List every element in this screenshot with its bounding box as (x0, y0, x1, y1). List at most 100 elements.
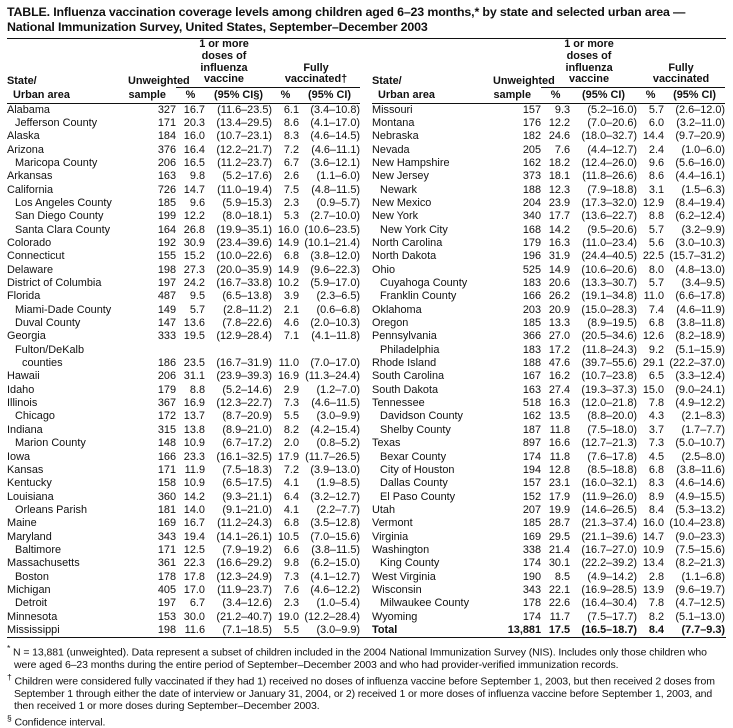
doses-pct-cell: 17.9 (548, 490, 571, 503)
doses-pct-cell: 15.2 (183, 250, 205, 263)
fully-pct-cell: 6.8 (648, 317, 665, 330)
vaccination-table: State/ Unweighted 1 or more doses of inf… (7, 38, 726, 639)
col-group-fully-vaccinated: Fully vaccinated (637, 39, 726, 88)
fully-pct-cell: 11.0 (278, 357, 300, 370)
footnote: † Children were considered fully vaccina… (7, 671, 726, 712)
fully-ci-cell: (1.9–8.5) (316, 477, 361, 490)
fully-ci-cell: (12.2–28.4) (304, 610, 361, 623)
doses-ci-cell: (16.1–32.5) (216, 450, 273, 463)
table-row: District of Columbia 197 24.2 (16.7–33.8… (7, 277, 360, 290)
state-or-area-cell: South Carolina (372, 370, 445, 383)
sample-cell: 196 (522, 250, 542, 263)
fully-pct-cell: 5.3 (283, 210, 300, 223)
table-row: Florida 487 9.5 (6.5–13.8) 3.9 (2.3–6.5) (7, 290, 360, 303)
doses-ci-cell: (11.2–24.3) (217, 517, 273, 530)
fully-pct-cell: 8.2 (648, 610, 665, 623)
fully-pct-cell: 3.9 (283, 290, 300, 303)
doses-pct-cell: 7.6 (554, 143, 571, 156)
doses-ci-cell: (7.8–22.6) (222, 317, 273, 330)
sample-cell: 163 (522, 383, 542, 396)
fully-pct-cell: 6.8 (283, 250, 300, 263)
sample-cell: 518 (522, 397, 542, 410)
state-or-area-cell: Philadelphia (380, 343, 440, 356)
fully-ci-cell: (3.2–9.9) (681, 223, 726, 236)
state-or-area-cell: Delaware (7, 263, 54, 276)
state-or-area-cell: Orleans Parish (15, 503, 88, 516)
state-or-area-cell: Kansas (7, 463, 44, 476)
doses-ci-cell: (2.8–11.2) (223, 303, 273, 316)
table-row: Rhode Island 188 47.6 (39.7–55.6) 29.1 (… (372, 357, 725, 370)
table-row: Maricopa County 206 16.5 (11.2–23.7) 6.7… (7, 157, 360, 170)
fully-ci-cell: (1.7–7.7) (681, 423, 726, 436)
fully-ci-cell: (1.0–6.0) (681, 143, 726, 156)
table-row: West Virginia 190 8.5 (4.9–14.2) 2.8 (1.… (372, 571, 725, 584)
state-or-area-cell: Rhode Island (372, 357, 437, 370)
fully-ci-cell: (4.6–14.5) (310, 130, 361, 143)
sample-cell: 487 (157, 290, 176, 303)
state-or-area-cell: Maricopa County (15, 156, 98, 169)
fully-pct-cell (272, 344, 299, 357)
fully-pct-cell: 16.9 (277, 370, 300, 383)
fully-ci-cell: (9.0–23.3) (675, 530, 726, 543)
doses-ci-cell: (22.2–39.2) (581, 557, 638, 570)
table-row: New York City 168 14.2 (9.5–20.6) 5.7 (3… (372, 224, 725, 237)
col-header-sample: sample (128, 87, 176, 104)
doses-ci-cell: (8.0–18.1) (222, 210, 273, 223)
doses-pct-cell: 26.8 (183, 223, 205, 236)
doses-ci-cell: (5.2–17.6) (222, 170, 273, 183)
sample-cell: 178 (522, 597, 542, 610)
sample-cell: 157 (522, 103, 542, 116)
table-row: Nevada 205 7.6 (4.4–12.7) 2.4 (1.0–6.0) (372, 144, 725, 157)
sample-cell: 338 (522, 543, 542, 556)
sample-cell: 152 (522, 490, 542, 503)
col-header-ci2: (95% CI) (664, 87, 726, 104)
doses-ci-cell: (12.7–21.3) (581, 437, 638, 450)
table-row: Jefferson County 171 20.3 (13.4–29.5) 8.… (7, 117, 360, 130)
state-or-area-cell: Baltimore (15, 543, 61, 556)
fully-ci-cell: (5.3–13.2) (675, 503, 726, 516)
doses-pct-cell: 24.6 (548, 130, 571, 143)
fully-pct-cell: 12.9 (642, 196, 665, 209)
table-row: Nebraska 182 24.6 (18.0–32.7) 14.4 (9.7–… (372, 130, 725, 143)
state-or-area-cell: Santa Clara County (15, 223, 111, 236)
fully-pct-cell: 13.4 (642, 557, 665, 570)
table-body-right: Missouri 157 9.3 (5.2–16.0) 5.7 (2.6–12.… (372, 103, 725, 637)
state-or-area-cell: Pennsylvania (372, 330, 437, 343)
state-or-area-cell: counties (22, 357, 63, 370)
fully-pct-cell: 6.5 (648, 370, 665, 383)
state-or-area-cell: Texas (372, 437, 401, 450)
sample-cell: 367 (157, 397, 176, 410)
state-or-area-cell: Utah (372, 503, 396, 516)
fully-ci-cell: (3.3–12.4) (675, 370, 726, 383)
col-header-pct1: % (541, 87, 571, 104)
sample-cell: 167 (522, 370, 542, 383)
fully-pct-cell: 10.2 (277, 277, 300, 290)
fully-ci-cell: (2.3–6.5) (316, 290, 361, 303)
state-or-area-cell: Connecticut (7, 250, 65, 263)
table-row: Oregon 185 13.3 (8.9–19.5) 6.8 (3.8–11.8… (372, 317, 725, 330)
table-row: Detroit 197 6.7 (3.4–12.6) 2.3 (1.0–5.4) (7, 597, 360, 610)
fully-ci-cell: (7.0–15.6) (310, 530, 361, 543)
doses-pct-cell: 16.3 (548, 397, 571, 410)
state-or-area-cell: Franklin County (380, 290, 457, 303)
doses-pct-cell: 31.1 (183, 370, 205, 383)
doses-ci-cell: (16.7–31.9) (216, 357, 273, 370)
doses-pct-cell: 9.5 (189, 290, 205, 303)
doses-ci-cell: (8.9–21.0) (222, 423, 273, 436)
sample-cell: 149 (157, 303, 176, 316)
fully-ci-cell: (6.6–17.8) (675, 290, 726, 303)
doses-ci-cell: (8.8–20.0) (587, 410, 638, 423)
fully-ci-cell (299, 344, 360, 357)
doses-ci-cell: (10.7–23.1) (216, 130, 273, 143)
table-row: Milwaukee County 178 22.6 (16.4–30.4) 7.… (372, 597, 725, 610)
table-row: Utah 207 19.9 (14.6–26.5) 8.4 (5.3–13.2) (372, 504, 725, 517)
table-row: New Mexico 204 23.9 (17.3–32.0) 12.9 (8.… (372, 197, 725, 210)
doses-pct-cell: 20.3 (183, 116, 205, 129)
fully-ci-cell: (3.2–12.7) (310, 490, 361, 503)
doses-pct-cell: 12.3 (548, 183, 571, 196)
fully-ci-cell: (1.1–6.0) (316, 170, 361, 183)
table-row: Delaware 198 27.3 (20.0–35.9) 14.9 (9.6–… (7, 264, 360, 277)
table-row: New York 340 17.7 (13.6–22.7) 8.8 (6.2–1… (372, 210, 725, 223)
fully-ci-cell: (2.2–7.7) (316, 503, 361, 516)
table-row: Arkansas 163 9.8 (5.2–17.6) 2.6 (1.1–6.0… (7, 170, 360, 183)
